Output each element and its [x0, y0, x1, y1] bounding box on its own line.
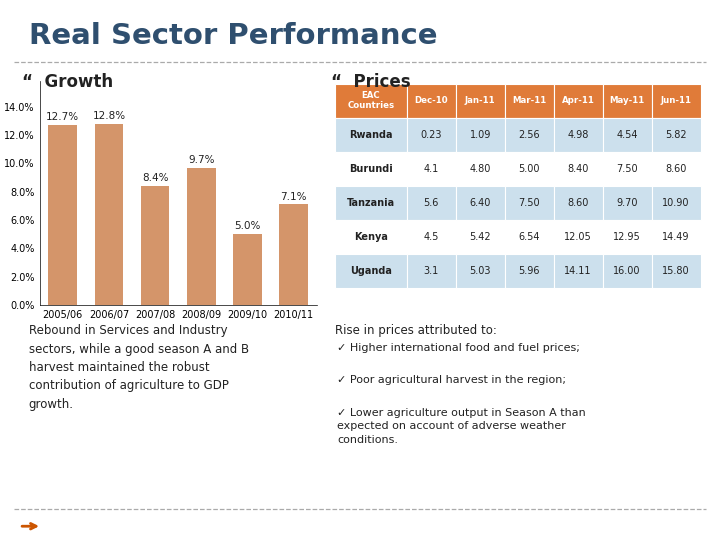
Bar [233, 234, 262, 305]
Text: 8.4%: 8.4% [142, 173, 168, 183]
Text: Dec-10: Dec-10 [415, 96, 448, 105]
Text: 6.40: 6.40 [469, 198, 491, 208]
Text: 5.03: 5.03 [469, 266, 491, 276]
Text: 4.1: 4.1 [423, 164, 439, 174]
Text: “  Prices: “ Prices [331, 73, 411, 91]
Bar [48, 125, 77, 305]
Text: 4.5: 4.5 [423, 232, 439, 242]
Text: Jun-11: Jun-11 [660, 96, 692, 105]
Text: 6.54: 6.54 [518, 232, 540, 242]
Text: 5.00: 5.00 [518, 164, 540, 174]
Text: 12.7%: 12.7% [46, 112, 79, 122]
Text: 3.1: 3.1 [423, 266, 439, 276]
Bar [279, 205, 308, 305]
Text: 2.56: 2.56 [518, 130, 540, 140]
Text: ✓ Lower agriculture output in Season A than
expected on account of adverse weath: ✓ Lower agriculture output in Season A t… [337, 408, 585, 445]
Text: Rebound in Services and Industry
sectors, while a good season A and B
harvest ma: Rebound in Services and Industry sectors… [29, 324, 249, 411]
Text: 10.90: 10.90 [662, 198, 690, 208]
Text: EAC
Countries: EAC Countries [347, 91, 395, 110]
Text: Rise in prices attributed to:: Rise in prices attributed to: [335, 324, 497, 337]
Text: Uganda: Uganda [350, 266, 392, 276]
Bar [187, 167, 215, 305]
Text: 5.42: 5.42 [469, 232, 491, 242]
Text: 12.8%: 12.8% [92, 111, 125, 121]
Text: 8.60: 8.60 [665, 164, 687, 174]
Text: 7.50: 7.50 [518, 198, 540, 208]
Text: 8.40: 8.40 [567, 164, 589, 174]
Text: 1.09: 1.09 [469, 130, 491, 140]
Text: 15.80: 15.80 [662, 266, 690, 276]
Text: 9.7%: 9.7% [188, 154, 215, 165]
Bar [141, 186, 169, 305]
Text: 14.11: 14.11 [564, 266, 592, 276]
Text: ✓ Higher international food and fuel prices;: ✓ Higher international food and fuel pri… [337, 343, 580, 353]
Text: ✓ Poor agricultural harvest in the region;: ✓ Poor agricultural harvest in the regio… [337, 375, 566, 386]
Text: 4.54: 4.54 [616, 130, 638, 140]
Text: Burundi: Burundi [349, 164, 392, 174]
Text: 12.95: 12.95 [613, 232, 641, 242]
Text: 9.70: 9.70 [616, 198, 638, 208]
Text: 12.05: 12.05 [564, 232, 592, 242]
Text: “  Growth: “ Growth [22, 73, 113, 91]
Text: 5.6: 5.6 [423, 198, 439, 208]
Text: Mar-11: Mar-11 [512, 96, 546, 105]
Text: 5.96: 5.96 [518, 266, 540, 276]
Text: 14.49: 14.49 [662, 232, 690, 242]
Text: 16.00: 16.00 [613, 266, 641, 276]
Text: Kenya: Kenya [354, 232, 388, 242]
Text: 7.50: 7.50 [616, 164, 638, 174]
Bar [94, 124, 123, 305]
Text: May-11: May-11 [610, 96, 644, 105]
Text: Rwanda: Rwanda [349, 130, 392, 140]
Text: 4.80: 4.80 [469, 164, 491, 174]
Text: Jan-11: Jan-11 [465, 96, 495, 105]
Text: 7.1%: 7.1% [281, 192, 307, 201]
Text: Apr-11: Apr-11 [562, 96, 595, 105]
Text: 5.0%: 5.0% [234, 221, 261, 231]
Text: 8.60: 8.60 [567, 198, 589, 208]
Text: Real Sector Performance: Real Sector Performance [29, 22, 437, 50]
Text: 4.98: 4.98 [567, 130, 589, 140]
Text: 5.82: 5.82 [665, 130, 687, 140]
Text: Tanzania: Tanzania [347, 198, 395, 208]
Text: 0.23: 0.23 [420, 130, 442, 140]
